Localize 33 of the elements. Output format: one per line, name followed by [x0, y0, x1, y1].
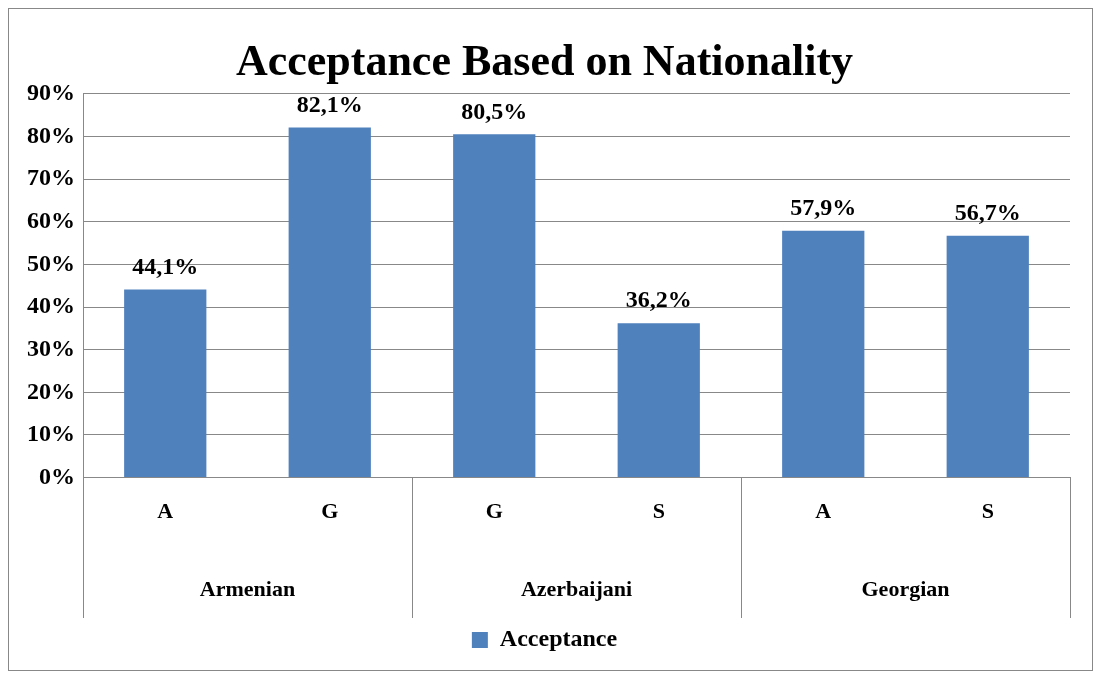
data-label: 36,2%	[625, 286, 692, 313]
bar	[782, 230, 865, 478]
text: Armenian	[199, 575, 296, 601]
text: Azerbaijani	[520, 575, 633, 601]
x-tick-label: S	[981, 498, 994, 524]
data-label: 57,9%	[790, 193, 857, 220]
data-label: 82,1%	[296, 90, 363, 117]
data-label: 80,5%	[461, 97, 528, 124]
data-label: 56,7%	[954, 199, 1021, 226]
x-tick-label: S	[652, 498, 665, 524]
x-tick-label: A	[815, 498, 832, 524]
x-tick-label: G	[485, 498, 503, 524]
text: Georgian	[861, 575, 950, 601]
y-tick-label: 40%	[27, 292, 75, 319]
y-tick-label: 20%	[27, 377, 75, 404]
x-tick-label: A	[157, 498, 174, 524]
y-tick-label: 30%	[27, 334, 75, 361]
bar	[453, 134, 536, 478]
y-tick-label: 80%	[27, 121, 75, 148]
bar	[946, 235, 1029, 478]
y-tick-label: 50%	[27, 249, 75, 276]
y-tick-label: 70%	[27, 164, 75, 191]
y-tick-label: 0%	[39, 462, 75, 489]
y-tick-label: 90%	[27, 79, 75, 105]
bar	[288, 127, 371, 478]
bar	[617, 323, 700, 478]
x-tick-label: G	[321, 498, 339, 524]
bar	[124, 289, 207, 478]
y-tick-label: 60%	[27, 206, 75, 233]
legend-label: Acceptance	[499, 625, 618, 652]
y-tick-label: 10%	[27, 420, 75, 447]
chart-title: Acceptance Based on Nationality	[235, 35, 854, 85]
data-label: 44,1%	[132, 252, 199, 279]
